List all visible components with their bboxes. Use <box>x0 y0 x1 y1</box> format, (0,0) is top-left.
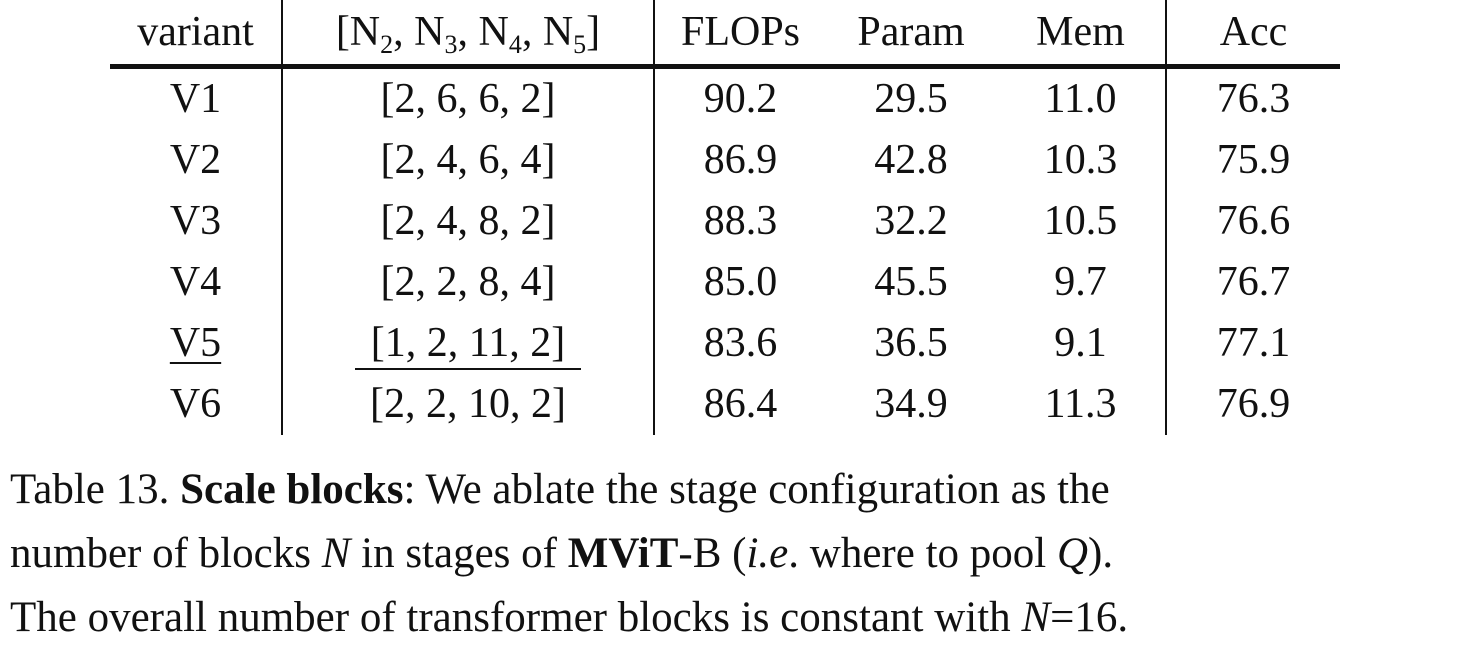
cell-flops: 86.9 <box>703 137 778 183</box>
config-underline-rule <box>355 368 581 370</box>
config-text: [1, 2, 11, 2] <box>370 320 566 366</box>
table-header-row: variant [N2, N3, N4, N5] FLOPs Param Mem… <box>110 0 1340 67</box>
caption-text: =16. <box>1050 594 1129 641</box>
cell-variant: V6 <box>110 374 283 435</box>
caption-model-name: MViT <box>567 530 679 577</box>
cell-variant: V1 <box>110 66 283 130</box>
cell-variant: V3 <box>110 191 283 252</box>
cell-flops: 85.0 <box>703 259 778 305</box>
cell-acc: 77.1 <box>1216 320 1291 366</box>
header-config: [N2, N3, N4, N5] <box>282 0 655 67</box>
table-row: V5 [1, 2, 11, 2] 83.6 36.5 9.1 77.1 <box>110 313 1340 374</box>
variant-underlined: V5 <box>169 320 222 366</box>
cell-flops: 88.3 <box>703 198 778 244</box>
cell-config: [2, 2, 10, 2] <box>282 374 655 435</box>
cell-mem: 11.3 <box>996 374 1167 435</box>
results-table-container: variant [N2, N3, N4, N5] FLOPs Param Mem… <box>110 0 1340 438</box>
table-row: V2 [2, 4, 6, 4] 86.9 42.8 10.3 75.9 <box>110 130 1340 191</box>
caption-text: . where to pool <box>788 530 1057 577</box>
cell-config: [1, 2, 11, 2] <box>282 313 655 374</box>
header-param: Param <box>857 9 965 55</box>
cell-param: 42.8 <box>874 137 948 183</box>
header-acc: Acc <box>1219 9 1288 55</box>
caption-math-n: N <box>321 530 351 577</box>
cell-flops: 83.6 <box>703 320 778 366</box>
caption-ie: i.e <box>746 530 789 577</box>
table-row: V1 [2, 6, 6, 2] 90.2 29.5 11.0 76.3 <box>110 66 1340 130</box>
caption-line-3: The overall number of transformer blocks… <box>10 586 1472 650</box>
caption-title: Scale blocks <box>180 466 404 513</box>
cell-variant: V2 <box>110 130 283 191</box>
caption-text: in stages of <box>350 530 568 577</box>
scale-blocks-table: variant [N2, N3, N4, N5] FLOPs Param Mem… <box>110 0 1340 435</box>
header-variant: variant <box>110 0 283 67</box>
caption-text: ). <box>1088 530 1114 577</box>
caption-text: The overall number of transformer blocks… <box>10 594 1022 641</box>
table-row: V6 [2, 2, 10, 2] 86.4 34.9 11.3 76.9 <box>110 374 1340 435</box>
cell-flops: 86.4 <box>703 381 778 427</box>
table-row: V3 [2, 4, 8, 2] 88.3 32.2 10.5 76.6 <box>110 191 1340 252</box>
cell-acc: 76.9 <box>1216 381 1291 427</box>
cell-param: 32.2 <box>874 198 948 244</box>
cell-acc: 76.7 <box>1216 259 1291 305</box>
caption-text: number of blocks <box>10 530 322 577</box>
caption-text: : We ablate the stage configuration as t… <box>403 466 1110 513</box>
caption-math-n: N <box>1021 594 1051 641</box>
caption-line-2: number of blocks N in stages of MViT-B (… <box>10 522 1472 586</box>
table-caption: Table 13. Scale blocks: We ablate the st… <box>10 458 1472 650</box>
caption-text: -B ( <box>678 530 747 577</box>
header-flops: FLOPs <box>680 9 801 55</box>
cell-mem: 11.0 <box>996 66 1167 130</box>
cell-acc: 76.3 <box>1216 76 1291 122</box>
cell-config: [2, 4, 8, 2] <box>282 191 655 252</box>
cell-param: 36.5 <box>874 320 948 366</box>
cell-mem: 9.7 <box>996 252 1167 313</box>
header-mem: Mem <box>996 0 1167 67</box>
caption-math-q: Q <box>1056 530 1089 577</box>
cell-acc: 75.9 <box>1216 137 1291 183</box>
cell-variant: V5 <box>110 313 283 374</box>
cell-flops: 90.2 <box>703 76 778 122</box>
cell-param: 29.5 <box>874 76 948 122</box>
caption-label: Table 13. <box>10 466 181 513</box>
cell-config: [2, 2, 8, 4] <box>282 252 655 313</box>
cell-param: 45.5 <box>874 259 948 305</box>
table-row: V4 [2, 2, 8, 4] 85.0 45.5 9.7 76.7 <box>110 252 1340 313</box>
cell-mem: 10.5 <box>996 191 1167 252</box>
cell-acc: 76.6 <box>1216 198 1291 244</box>
caption-line-1: Table 13. Scale blocks: We ablate the st… <box>10 458 1472 522</box>
cell-config: [2, 6, 6, 2] <box>282 66 655 130</box>
cell-mem: 10.3 <box>996 130 1167 191</box>
cell-variant: V4 <box>110 252 283 313</box>
cell-mem: 9.1 <box>996 313 1167 374</box>
cell-param: 34.9 <box>874 381 948 427</box>
cell-config: [2, 4, 6, 4] <box>282 130 655 191</box>
